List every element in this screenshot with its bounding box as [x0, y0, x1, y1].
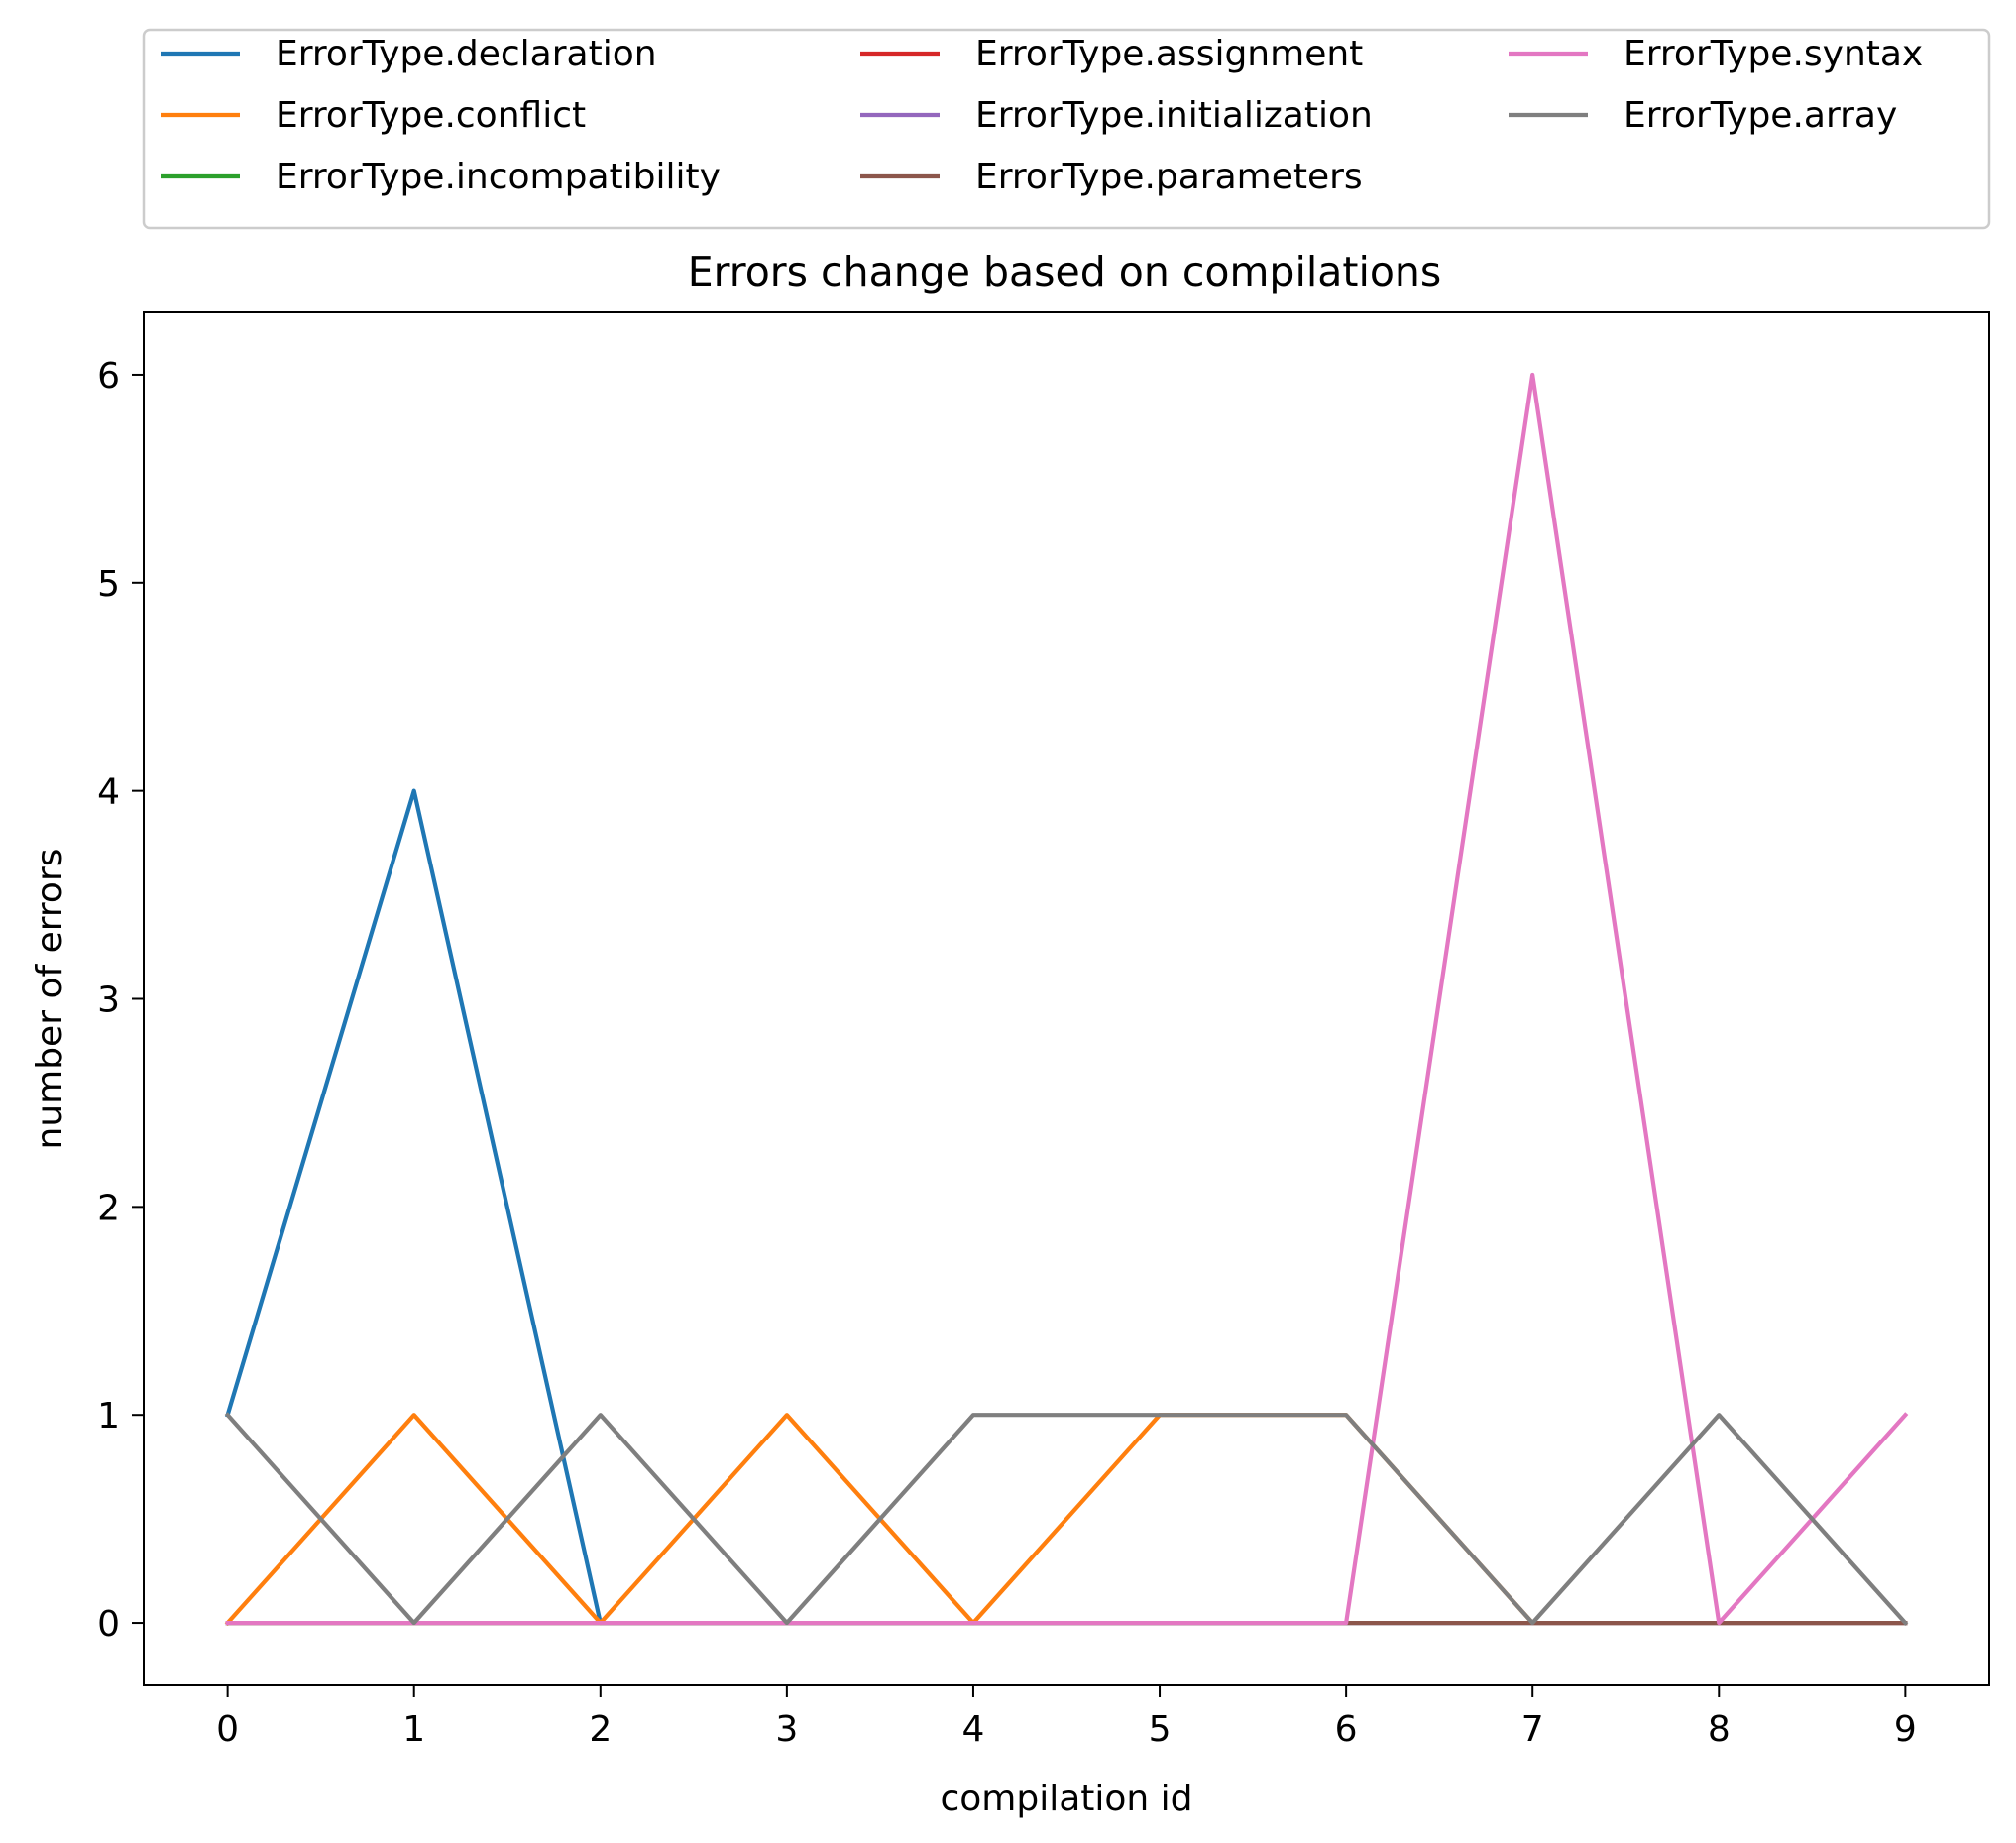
y-tick-label: 5 [97, 564, 120, 605]
x-tick-label: 6 [1335, 1709, 1358, 1750]
y-tick-label: 3 [97, 980, 120, 1021]
x-tick-label: 7 [1521, 1709, 1544, 1750]
series-layer [224, 372, 1909, 1627]
legend-label: ErrorType.conflict [276, 95, 586, 136]
x-tick-label: 8 [1708, 1709, 1731, 1750]
y-tick-label: 6 [97, 356, 120, 397]
y-axis: 0 1 2 3 4 5 6 [97, 356, 144, 1645]
y-axis-label: number of errors [30, 849, 70, 1150]
y-tick-label: 2 [97, 1188, 120, 1228]
y-tick-label: 0 [97, 1604, 120, 1645]
legend-box [142, 28, 1991, 230]
chart-title: Errors change based on compilations [688, 248, 1442, 295]
legend-label: ErrorType.declaration [276, 34, 657, 74]
x-tick-label: 3 [775, 1709, 798, 1750]
y-tick-label: 4 [97, 772, 120, 813]
legend-label: ErrorType.assignment [975, 34, 1363, 74]
x-axis-label: compilation id [940, 1779, 1192, 1819]
series-line [225, 372, 1909, 1626]
x-axis: 0 1 2 3 4 5 6 7 8 9 [216, 1685, 1917, 1750]
x-tick-label: 2 [589, 1709, 612, 1750]
x-tick-label: 4 [962, 1709, 985, 1750]
legend-label: ErrorType.parameters [975, 157, 1363, 197]
legend-label: ErrorType.syntax [1624, 34, 1923, 74]
series-line [224, 1412, 1909, 1627]
legend-label: ErrorType.initialization [975, 95, 1373, 136]
x-tick-label: 5 [1149, 1709, 1172, 1750]
y-tick-label: 1 [97, 1396, 120, 1437]
legend-label: ErrorType.incompatibility [276, 157, 721, 197]
x-tick-label: 0 [216, 1709, 239, 1750]
x-tick-label: 1 [402, 1709, 425, 1750]
x-tick-label: 9 [1894, 1709, 1917, 1750]
legend: ErrorType.declaration ErrorType.conflict E… [161, 34, 1923, 197]
legend-label: ErrorType.array [1624, 95, 1897, 136]
